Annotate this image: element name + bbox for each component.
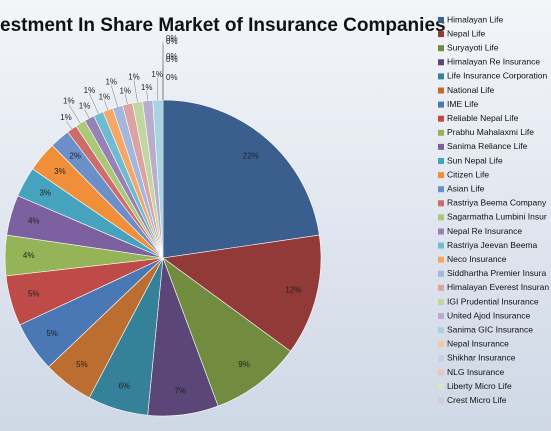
legend-label: Liberty Micro Life	[447, 381, 512, 391]
legend-label: Neco Insurance	[447, 254, 507, 264]
legend-label: Asian Life	[447, 183, 485, 193]
legend-swatch	[438, 186, 444, 193]
legend-label: Crest Micro Life	[447, 395, 507, 405]
data-label: 0%	[166, 34, 178, 43]
legend-swatch	[438, 355, 444, 362]
legend-swatch	[438, 129, 444, 136]
legend-label: Reliable Nepal Life	[447, 113, 519, 123]
data-label: 0%	[166, 37, 178, 46]
legend-label: Siddhartha Premier Insura	[447, 268, 546, 278]
data-label: 0%	[166, 55, 178, 64]
legend-label: Life Insurance Corporation	[447, 71, 547, 81]
data-label: 3%	[39, 188, 51, 197]
legend-swatch	[438, 87, 444, 94]
data-label: 5%	[76, 360, 88, 369]
data-label: 5%	[28, 290, 40, 299]
legend-swatch	[438, 214, 444, 221]
leader-line	[124, 94, 128, 105]
data-label: 1%	[119, 86, 131, 95]
legend-swatch	[438, 73, 444, 80]
legend-swatch	[438, 115, 444, 122]
legend-label: IME Life	[447, 99, 478, 109]
legend-swatch	[438, 242, 444, 249]
legend-label: Rastriya Beema Company	[447, 198, 547, 208]
legend-label: Suryayoti Life	[447, 42, 499, 52]
leader-line	[89, 93, 99, 114]
data-label: 1%	[79, 102, 91, 111]
data-label: 7%	[175, 386, 187, 395]
data-label: 3%	[54, 167, 66, 176]
data-label: 5%	[46, 329, 58, 338]
data-label: 0%	[166, 52, 178, 61]
data-label: 1%	[151, 70, 163, 79]
data-label: 4%	[28, 217, 40, 226]
data-label: 9%	[238, 360, 250, 369]
data-label: 4%	[23, 251, 35, 260]
legend-label: Rastriya Jeevan Beema	[447, 240, 538, 250]
legend-swatch	[438, 299, 444, 305]
leader-line	[133, 80, 138, 103]
data-label: 1%	[105, 78, 117, 87]
legend-label: Himalayan Everest Insuran	[447, 282, 549, 292]
legend-swatch	[438, 143, 444, 150]
leader-line	[104, 100, 109, 111]
legend-swatch	[438, 341, 444, 348]
legend-label: Sanima Reliance Life	[447, 141, 528, 151]
legend-swatch	[438, 383, 444, 390]
data-label: 12%	[285, 285, 301, 294]
leader-line	[68, 104, 81, 124]
legend-swatch	[438, 101, 444, 108]
legend-swatch	[438, 313, 444, 320]
pie-slice	[162, 257, 291, 407]
legend-label: National Life	[447, 85, 495, 95]
legend-swatch	[438, 158, 444, 164]
legend-label: Nepal Re Insurance	[447, 226, 522, 236]
legend-swatch	[438, 45, 444, 52]
legend-swatch	[438, 17, 444, 23]
data-label: 1%	[128, 72, 140, 81]
data-label: 6%	[119, 382, 131, 391]
legend-swatch	[438, 397, 444, 404]
legend-label: Himalayan Re Insurance	[447, 57, 540, 67]
legend-label: Himalayan Life	[447, 14, 503, 24]
data-label: 1%	[60, 113, 72, 122]
legend-swatch	[438, 256, 444, 263]
legend-swatch	[438, 284, 444, 291]
legend-swatch	[438, 200, 444, 207]
data-label: 1%	[84, 86, 96, 95]
chart-title: estment In Share Market of Insurance Com…	[0, 15, 446, 36]
leader-line	[111, 85, 118, 107]
legend-label: Nepal Life	[447, 28, 486, 38]
legend-label: Citizen Life	[447, 169, 489, 179]
legend-swatch	[438, 228, 444, 235]
legend-swatch	[438, 270, 444, 277]
legend-label: Sanima GIC Insurance	[447, 324, 533, 334]
legend-label: IGI Prudential Insurance	[447, 296, 539, 306]
legend-swatch	[438, 31, 444, 38]
legend-swatch	[438, 59, 444, 66]
data-label: 2%	[69, 151, 81, 160]
leader-line	[156, 78, 159, 101]
legend-label: Nepal Insurance	[447, 339, 509, 349]
leader-line	[65, 120, 72, 130]
legend-swatch	[438, 172, 444, 179]
legend-label: Prabhu Mahalaxmi Life	[447, 127, 534, 137]
pie-slice	[162, 234, 322, 352]
legend-label: Sagarmatha Lumbini Insur	[447, 212, 547, 222]
data-label: 0%	[166, 73, 178, 82]
data-label: 1%	[141, 83, 153, 92]
legend-label: United Ajod Insurance	[447, 310, 530, 320]
data-label: 1%	[63, 97, 75, 106]
legend-swatch	[438, 327, 444, 334]
legend-label: Shikhar Insurance	[447, 353, 516, 363]
legend-swatch	[438, 369, 444, 376]
leader-line	[146, 90, 148, 101]
pie-slice	[162, 99, 320, 259]
data-label: 22%	[243, 151, 259, 160]
leader-line	[84, 109, 90, 119]
data-label: 1%	[99, 93, 111, 102]
legend-label: Sun Nepal Life	[447, 155, 503, 165]
legend-label: NLG Insurance	[447, 367, 504, 377]
